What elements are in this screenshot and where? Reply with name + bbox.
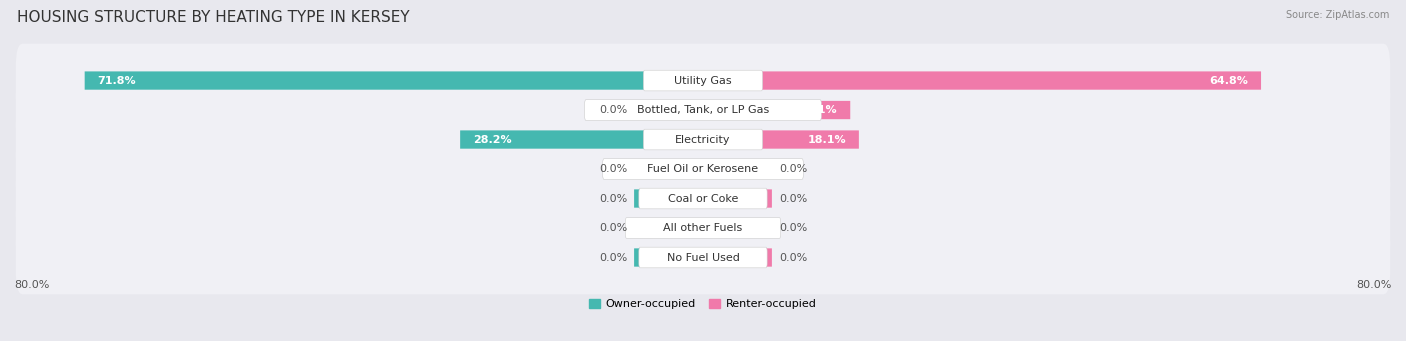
Text: 80.0%: 80.0%: [1357, 280, 1392, 290]
Text: 0.0%: 0.0%: [599, 223, 627, 233]
Text: 0.0%: 0.0%: [599, 252, 627, 263]
FancyBboxPatch shape: [644, 129, 762, 150]
FancyBboxPatch shape: [84, 71, 703, 90]
FancyBboxPatch shape: [634, 219, 703, 237]
Text: Source: ZipAtlas.com: Source: ZipAtlas.com: [1285, 10, 1389, 20]
FancyBboxPatch shape: [626, 218, 780, 238]
FancyBboxPatch shape: [15, 221, 1391, 294]
Text: Electricity: Electricity: [675, 135, 731, 145]
FancyBboxPatch shape: [634, 101, 703, 119]
Text: 28.2%: 28.2%: [472, 135, 512, 145]
FancyBboxPatch shape: [585, 100, 821, 120]
Text: 80.0%: 80.0%: [14, 280, 49, 290]
FancyBboxPatch shape: [638, 247, 768, 268]
FancyBboxPatch shape: [703, 130, 859, 149]
Text: Bottled, Tank, or LP Gas: Bottled, Tank, or LP Gas: [637, 105, 769, 115]
Text: Fuel Oil or Kerosene: Fuel Oil or Kerosene: [647, 164, 759, 174]
Text: 18.1%: 18.1%: [807, 135, 846, 145]
FancyBboxPatch shape: [703, 219, 772, 237]
FancyBboxPatch shape: [634, 160, 703, 178]
Text: All other Fuels: All other Fuels: [664, 223, 742, 233]
Text: 71.8%: 71.8%: [97, 76, 136, 86]
FancyBboxPatch shape: [634, 248, 703, 267]
FancyBboxPatch shape: [638, 188, 768, 209]
FancyBboxPatch shape: [703, 248, 772, 267]
Text: 0.0%: 0.0%: [779, 164, 807, 174]
Text: 64.8%: 64.8%: [1209, 76, 1249, 86]
FancyBboxPatch shape: [460, 130, 703, 149]
FancyBboxPatch shape: [15, 191, 1391, 265]
FancyBboxPatch shape: [703, 71, 1261, 90]
FancyBboxPatch shape: [15, 103, 1391, 176]
Text: 0.0%: 0.0%: [779, 193, 807, 204]
Text: 0.0%: 0.0%: [599, 105, 627, 115]
FancyBboxPatch shape: [15, 162, 1391, 235]
Text: 17.1%: 17.1%: [799, 105, 838, 115]
Text: 0.0%: 0.0%: [779, 252, 807, 263]
FancyBboxPatch shape: [644, 70, 762, 91]
FancyBboxPatch shape: [703, 189, 772, 208]
FancyBboxPatch shape: [603, 159, 803, 179]
Legend: Owner-occupied, Renter-occupied: Owner-occupied, Renter-occupied: [589, 298, 817, 309]
Text: HOUSING STRUCTURE BY HEATING TYPE IN KERSEY: HOUSING STRUCTURE BY HEATING TYPE IN KER…: [17, 10, 409, 25]
Text: 0.0%: 0.0%: [779, 223, 807, 233]
Text: No Fuel Used: No Fuel Used: [666, 252, 740, 263]
FancyBboxPatch shape: [15, 132, 1391, 206]
FancyBboxPatch shape: [15, 44, 1391, 117]
Text: Utility Gas: Utility Gas: [675, 76, 731, 86]
Text: Coal or Coke: Coal or Coke: [668, 193, 738, 204]
FancyBboxPatch shape: [703, 160, 772, 178]
FancyBboxPatch shape: [634, 189, 703, 208]
FancyBboxPatch shape: [15, 73, 1391, 147]
FancyBboxPatch shape: [703, 101, 851, 119]
Text: 0.0%: 0.0%: [599, 193, 627, 204]
Text: 0.0%: 0.0%: [599, 164, 627, 174]
